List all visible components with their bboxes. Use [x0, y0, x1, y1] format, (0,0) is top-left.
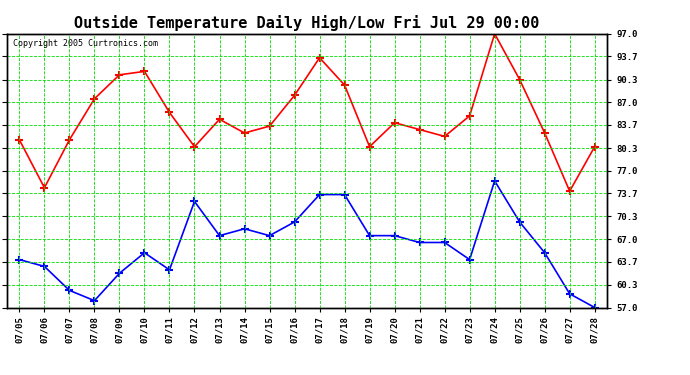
Title: Outside Temperature Daily High/Low Fri Jul 29 00:00: Outside Temperature Daily High/Low Fri J…: [75, 15, 540, 31]
Text: Copyright 2005 Curtronics.com: Copyright 2005 Curtronics.com: [13, 39, 158, 48]
